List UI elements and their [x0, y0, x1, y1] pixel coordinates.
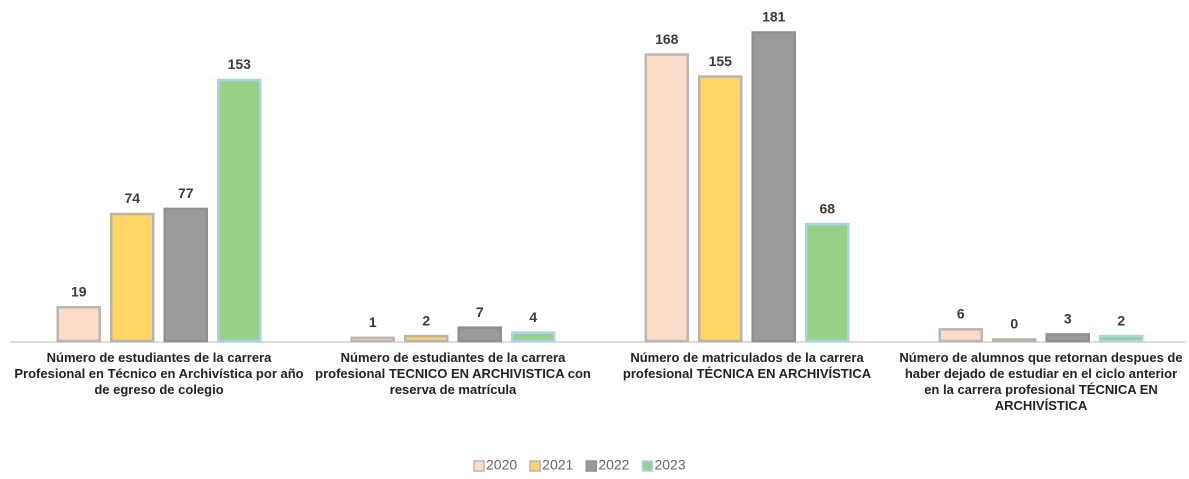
bar: [350, 336, 395, 343]
category-label: Número de estudiantes de la carrera Prof…: [14, 350, 304, 397]
bar: [217, 78, 262, 343]
value-label: 6: [957, 306, 965, 322]
bar: [511, 331, 556, 343]
bar: [938, 328, 983, 343]
bar: [1099, 334, 1144, 343]
legend-swatch: [641, 460, 654, 472]
legend-swatch: [585, 460, 598, 472]
value-label: 153: [228, 56, 252, 72]
bar: [404, 334, 449, 343]
bar: [751, 31, 796, 343]
bar: [110, 212, 155, 343]
value-label: 0: [1010, 316, 1018, 332]
bar: [56, 306, 101, 343]
value-label: 155: [709, 53, 733, 69]
category-label: Número de matriculados de la carrera pro…: [622, 350, 872, 381]
bar: [698, 75, 743, 343]
value-label: 181: [762, 9, 786, 25]
value-label: 7: [476, 304, 484, 320]
value-label: 2: [1117, 312, 1125, 328]
bar: [163, 207, 208, 343]
value-label: 4: [529, 309, 537, 325]
value-label: 74: [124, 190, 140, 206]
legend-label: 2023: [654, 457, 685, 473]
bar: [1045, 333, 1090, 343]
legend-swatch: [473, 460, 485, 472]
bar: [644, 53, 689, 343]
category-label: Número de alumnos que retornan despues d…: [899, 350, 1183, 413]
value-label: 19: [71, 283, 87, 299]
category-label: Número de estudiantes de la carrera prof…: [315, 350, 591, 397]
value-label: 168: [655, 31, 679, 47]
bar: [992, 338, 1037, 343]
legend-label: 2022: [598, 457, 629, 473]
legend-swatch: [529, 460, 541, 472]
value-label: 3: [1064, 311, 1072, 327]
legend-label: 2020: [486, 457, 517, 473]
value-label: 2: [422, 312, 430, 328]
bar: [805, 222, 850, 343]
value-label: 68: [819, 200, 835, 216]
value-label: 1: [369, 314, 377, 330]
bar: [457, 326, 502, 343]
value-label: 77: [178, 185, 194, 201]
legend-label: 2021: [542, 457, 573, 473]
